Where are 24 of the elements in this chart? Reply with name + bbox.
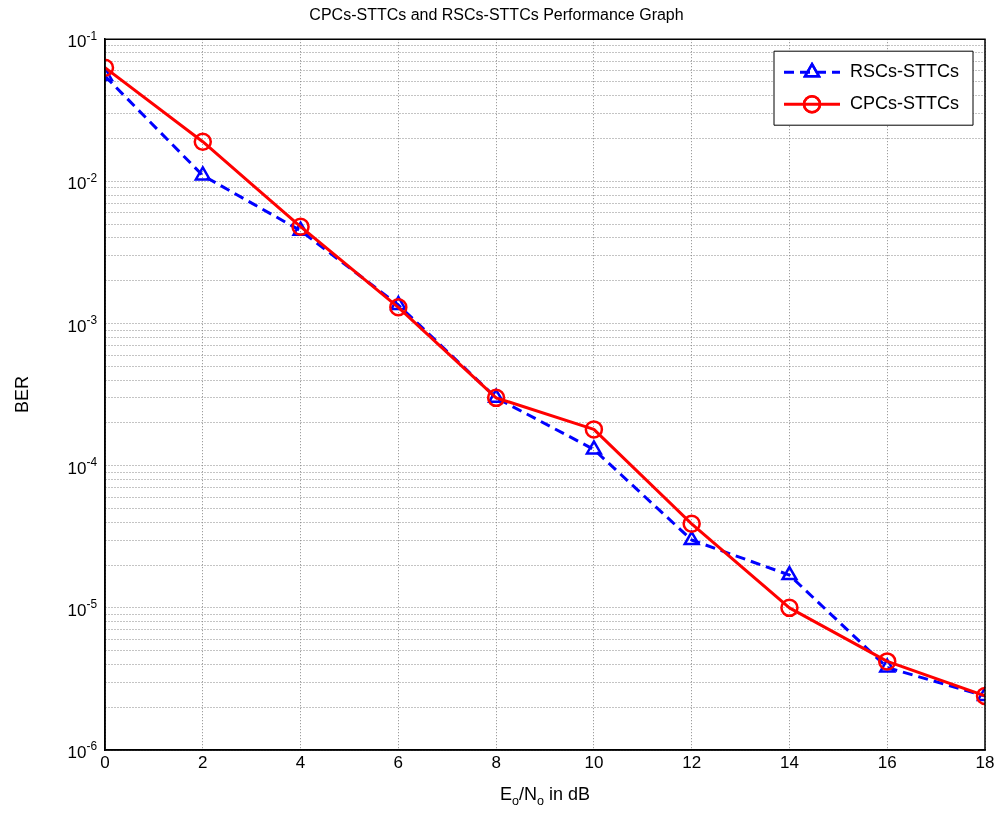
point [683, 530, 700, 546]
legend-label: RSCs-STTCs [850, 61, 960, 82]
y-axis-title: BER [12, 376, 32, 414]
x-tick-label: 12 [682, 752, 702, 772]
x-tick-label: 2 [198, 752, 208, 772]
chart-title: CPCs-STTCs and RSCs-STTCs Performance Graph [309, 6, 684, 24]
x-tick-label: 4 [295, 752, 306, 772]
x-tick-label: 14 [779, 752, 799, 772]
x-tick-label: 18 [975, 752, 995, 772]
legend-label: CPCs-STTCs [850, 93, 960, 114]
point [781, 565, 798, 581]
point [193, 132, 213, 151]
point [780, 598, 799, 618]
point [194, 166, 211, 181]
x-tick-label: 16 [877, 752, 897, 772]
x-tick-label: 8 [491, 752, 501, 772]
x-tick-label: 6 [393, 752, 404, 772]
x-tick-label: 10 [584, 752, 604, 772]
point [877, 652, 897, 671]
x-tick-label: 0 [100, 752, 110, 772]
point [389, 298, 408, 317]
point [585, 440, 603, 455]
point [682, 514, 701, 534]
point [584, 420, 604, 439]
